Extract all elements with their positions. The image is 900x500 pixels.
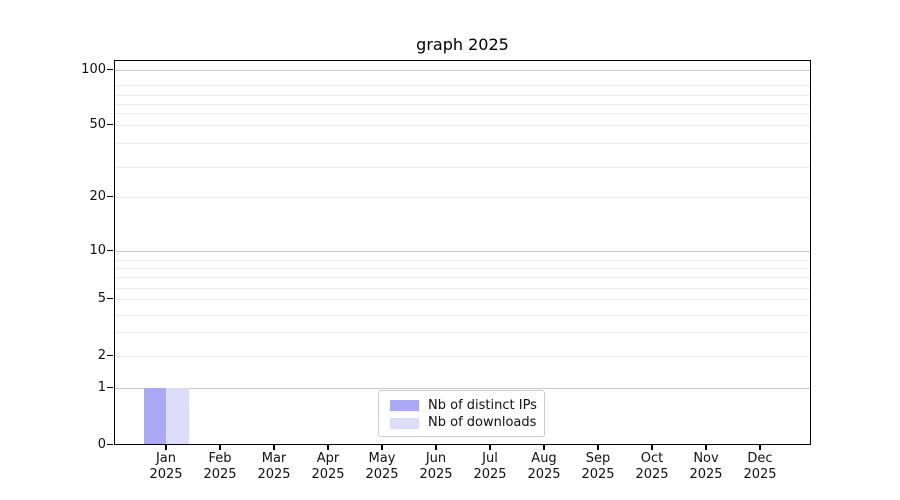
plot-area — [114, 60, 811, 445]
y-tick-label: 50 — [89, 117, 106, 132]
x-tick-mark — [597, 445, 599, 450]
y-tick-mark — [107, 387, 113, 389]
legend-item-distinct-ips: Nb of distinct IPs — [390, 397, 537, 415]
legend: Nb of distinct IPs Nb of downloads — [378, 390, 545, 437]
x-tick-label: Feb 2025 — [203, 451, 237, 482]
y-tick-mark — [107, 196, 113, 198]
x-tick-mark — [705, 445, 707, 450]
y-tick-label: 1 — [97, 380, 106, 395]
y-tick-label: 0 — [97, 437, 106, 452]
y-tick-mark — [107, 250, 113, 252]
legend-swatch-distinct-ips — [390, 400, 419, 412]
x-tick-label: Dec 2025 — [743, 451, 777, 482]
gridline — [115, 299, 810, 300]
y-tick-mark — [107, 69, 113, 71]
legend-label-distinct-ips: Nb of distinct IPs — [428, 397, 537, 413]
y-tick-label: 5 — [97, 291, 106, 306]
x-tick-mark — [219, 445, 221, 450]
x-tick-label: Jul 2025 — [473, 451, 507, 482]
x-tick-label: Oct 2025 — [635, 451, 669, 482]
gridline — [115, 332, 810, 333]
gridline — [115, 104, 810, 105]
x-tick-mark — [435, 445, 437, 450]
gridline — [115, 143, 810, 144]
x-tick-mark — [165, 445, 167, 450]
y-tick-label: 10 — [89, 243, 106, 258]
gridline — [115, 70, 810, 71]
y-tick-mark — [107, 355, 113, 357]
x-tick-label: May 2025 — [365, 451, 399, 482]
x-tick-label: Mar 2025 — [257, 451, 291, 482]
gridline — [115, 85, 810, 86]
gridline — [115, 197, 810, 198]
x-tick-mark — [327, 445, 329, 450]
x-tick-mark — [381, 445, 383, 450]
gridline — [115, 95, 810, 96]
bar-distinct-ips — [143, 388, 166, 444]
y-tick-label: 20 — [89, 189, 106, 204]
gridline — [115, 260, 810, 261]
gridline — [115, 277, 810, 278]
gridline — [115, 315, 810, 316]
x-tick-mark — [543, 445, 545, 450]
y-tick-label: 2 — [97, 348, 106, 363]
y-tick-mark — [107, 444, 113, 446]
x-tick-label: Apr 2025 — [311, 451, 345, 482]
bar-downloads — [166, 388, 189, 444]
x-tick-label: Jan 2025 — [149, 451, 183, 482]
x-tick-mark — [489, 445, 491, 450]
gridline — [115, 125, 810, 126]
x-tick-label: Nov 2025 — [689, 451, 723, 482]
gridline — [115, 251, 810, 252]
y-tick-mark — [107, 298, 113, 300]
x-tick-label: Aug 2025 — [527, 451, 561, 482]
chart-title: graph 2025 — [416, 35, 509, 54]
y-tick-mark — [107, 124, 113, 126]
gridline — [115, 268, 810, 269]
x-tick-mark — [651, 445, 653, 450]
gridline — [115, 167, 810, 168]
gridline — [115, 113, 810, 114]
legend-item-downloads: Nb of downloads — [390, 415, 537, 433]
legend-label-downloads: Nb of downloads — [428, 415, 537, 431]
x-tick-label: Sep 2025 — [581, 451, 615, 482]
gridline — [115, 288, 810, 289]
y-tick-label: 100 — [81, 62, 106, 77]
x-tick-label: Jun 2025 — [419, 451, 453, 482]
gridline — [115, 356, 810, 357]
gridline — [115, 388, 810, 389]
x-tick-mark — [273, 445, 275, 450]
x-tick-mark — [759, 445, 761, 450]
legend-swatch-downloads — [390, 417, 419, 429]
